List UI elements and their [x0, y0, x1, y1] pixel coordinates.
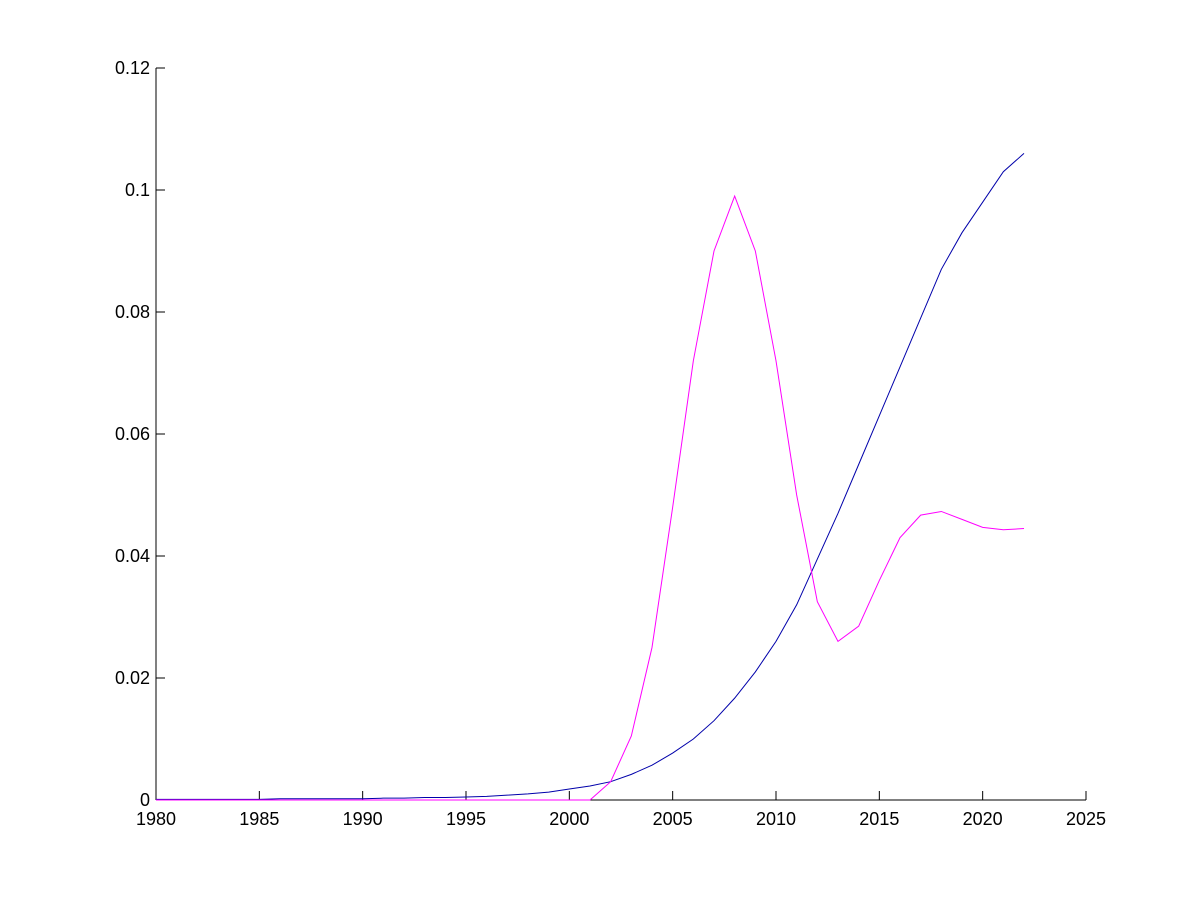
x-tick-label: 1980	[136, 809, 176, 829]
y-tick-label: 0.06	[115, 424, 150, 444]
x-tick-label: 1995	[446, 809, 486, 829]
x-tick-label: 2020	[963, 809, 1003, 829]
y-tick-label: 0.08	[115, 302, 150, 322]
x-tick-label: 1985	[239, 809, 279, 829]
y-tick-label: 0.02	[115, 668, 150, 688]
y-tick-label: 0.04	[115, 546, 150, 566]
y-tick-label: 0.1	[125, 180, 150, 200]
y-tick-label: 0.12	[115, 58, 150, 78]
y-tick-label: 0	[140, 790, 150, 810]
x-tick-label: 2010	[756, 809, 796, 829]
x-tick-label: 1990	[343, 809, 383, 829]
x-tick-label: 2015	[859, 809, 899, 829]
line-series	[156, 194, 1025, 801]
x-tick-label: 2025	[1066, 809, 1106, 829]
x-tick-label: 2000	[549, 809, 589, 829]
line-series	[156, 153, 1025, 800]
x-tick-label: 2005	[653, 809, 693, 829]
